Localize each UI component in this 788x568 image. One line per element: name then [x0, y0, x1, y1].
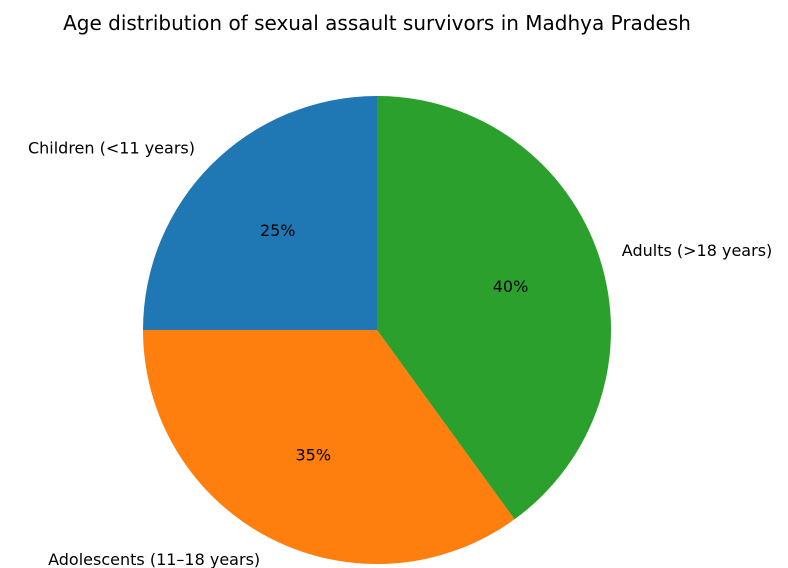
pie-slices [143, 96, 612, 564]
pie-category-label: Adolescents (11–18 years) [48, 550, 260, 568]
pie-labels: 25% Children (<11 years) 35% Adolescents (1… [28, 138, 772, 568]
pie-category-label: Adults (>18 years) [622, 241, 772, 260]
pie-slice-adults-18-years [377, 96, 612, 520]
chart-title: Age distribution of sexual assault survi… [63, 11, 691, 35]
pie-category-label: Children (<11 years) [28, 138, 195, 157]
pie-slice-adolescents-11-18-years [143, 330, 515, 564]
pie-percent-label: 25% [260, 221, 296, 240]
pie-slice-children-11-years [143, 96, 377, 330]
pie-percent-label: 35% [295, 446, 331, 465]
pie-percent-label: 40% [493, 277, 529, 296]
